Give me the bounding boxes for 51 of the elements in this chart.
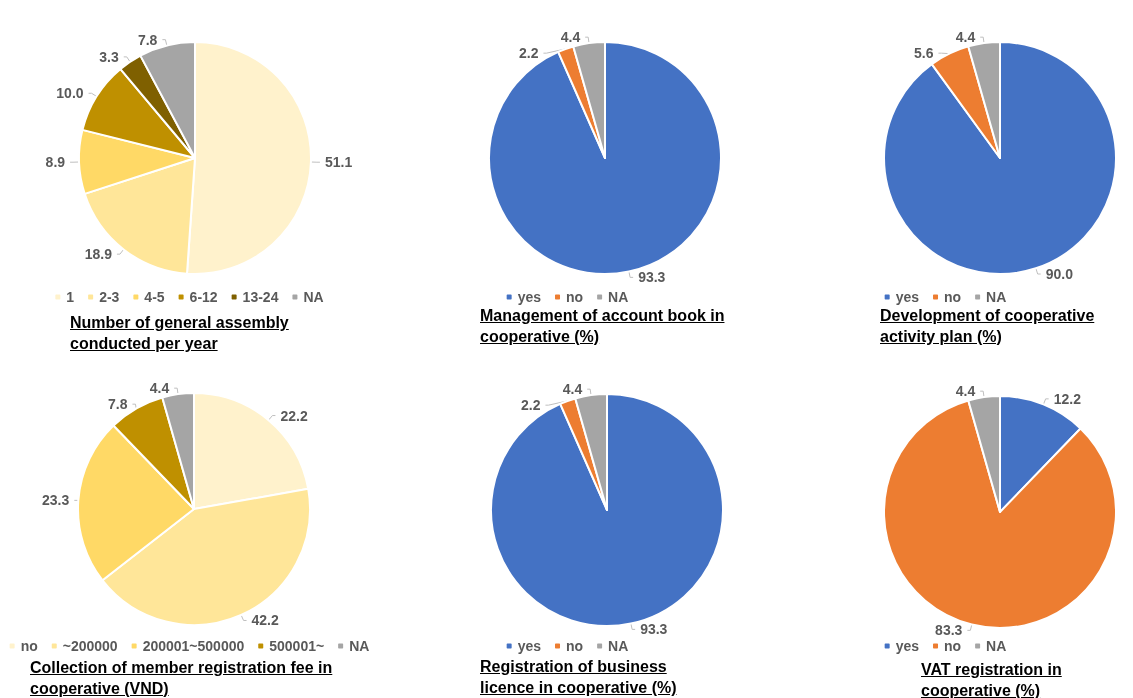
data-label: 4.4: [149, 380, 170, 397]
data-label: 93.3: [638, 269, 666, 286]
data-label: 8.9: [45, 154, 66, 171]
legend-label: NA: [986, 638, 1007, 654]
legend-label: 6-12: [189, 289, 218, 305]
legend-label: no: [944, 638, 962, 654]
text: Registration of business licence in cooperative (%): [480, 657, 678, 698]
legend-label: no: [566, 638, 584, 654]
data-label: 42.2: [251, 612, 280, 629]
legend-label: no: [20, 638, 38, 654]
data-label: 18.9: [84, 246, 113, 263]
legend-label: NA: [986, 289, 1007, 305]
legend-label: NA: [608, 638, 629, 654]
legend-label: NA: [608, 289, 629, 305]
legend-label: 1: [66, 289, 75, 305]
data-label: 2.2: [518, 45, 539, 62]
legend-label: 2-3: [99, 289, 120, 305]
text: Number of general assembly conducted per year: [70, 313, 290, 354]
legend-label: NA: [303, 289, 324, 305]
legend-label: yes: [517, 638, 542, 654]
data-label: 22.2: [280, 407, 308, 424]
legend-label: yes: [895, 638, 920, 654]
data-label: 83.3: [935, 622, 963, 639]
legend-label: 4-5: [144, 289, 165, 305]
legend-label: yes: [517, 289, 542, 305]
text: Collection of member registration fee in cooperative (VND): [30, 658, 334, 698]
data-label: 4.4: [955, 29, 976, 46]
legend-label: NA: [349, 638, 370, 654]
data-label: 12.2: [1053, 390, 1082, 407]
legend-label: no: [566, 289, 584, 305]
data-label: 4.4: [562, 381, 583, 398]
data-label: 90.0: [1045, 266, 1074, 283]
data-label: 4.4: [955, 383, 976, 400]
data-label: 7.8: [137, 31, 158, 48]
data-label: 10.0: [56, 85, 84, 102]
data-label: 23.3: [42, 492, 70, 509]
legend-label: ~200000: [62, 638, 118, 654]
legend-label: 500001~: [269, 638, 325, 654]
text: Development of cooperative activity plan (%): [880, 306, 1096, 347]
data-label: 7.8: [107, 396, 128, 413]
data-label: 51.1: [324, 154, 353, 171]
data-label: 3.3: [99, 48, 119, 65]
data-label: 4.4: [560, 29, 581, 46]
legend-label: 13-24: [242, 289, 279, 305]
data-label: 93.3: [640, 621, 668, 638]
data-label: 5.6: [913, 45, 934, 62]
legend-label: no: [944, 289, 962, 305]
text: Management of account book in cooperative (%): [480, 306, 726, 347]
legend-label: 200001~500000: [142, 638, 245, 654]
data-label: 2.2: [520, 397, 541, 414]
legend-label: yes: [895, 289, 920, 305]
